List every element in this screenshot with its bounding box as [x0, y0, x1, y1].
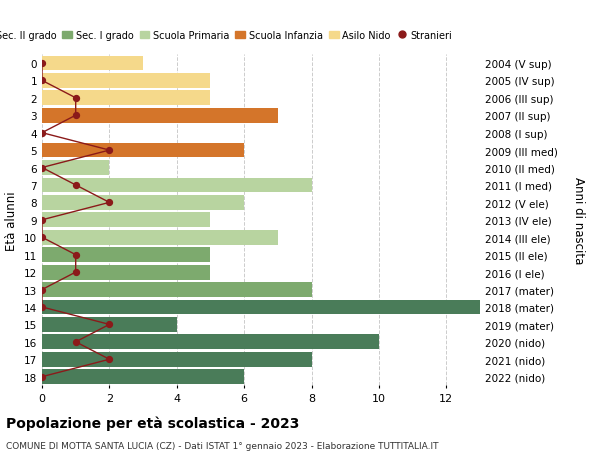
Point: [37, 164, 47, 172]
Bar: [42, 74, 211, 89]
Point: [37, 130, 47, 137]
Bar: [42, 265, 211, 280]
Point: [71, 252, 80, 259]
Bar: [42, 161, 109, 175]
Bar: [42, 109, 278, 123]
Point: [37, 303, 47, 311]
Point: [37, 234, 47, 241]
Bar: [42, 317, 177, 332]
Bar: [42, 335, 379, 349]
Y-axis label: Età alunni: Età alunni: [5, 190, 19, 250]
Bar: [42, 56, 143, 71]
Point: [37, 286, 47, 294]
Bar: [42, 300, 480, 315]
Point: [104, 147, 114, 154]
Bar: [42, 230, 278, 245]
Point: [37, 217, 47, 224]
Bar: [42, 213, 211, 228]
Bar: [42, 196, 244, 210]
Text: COMUNE DI MOTTA SANTA LUCIA (CZ) - Dati ISTAT 1° gennaio 2023 - Elaborazione TUT: COMUNE DI MOTTA SANTA LUCIA (CZ) - Dati …: [6, 441, 439, 450]
Bar: [42, 369, 244, 384]
Legend: Sec. II grado, Sec. I grado, Scuola Primaria, Scuola Infanzia, Asilo Nido, Stran: Sec. II grado, Sec. I grado, Scuola Prim…: [0, 27, 456, 45]
Point: [37, 373, 47, 381]
Bar: [42, 352, 311, 367]
Point: [104, 199, 114, 207]
Y-axis label: Anni di nascita: Anni di nascita: [572, 177, 584, 264]
Point: [71, 95, 80, 102]
Point: [71, 269, 80, 276]
Point: [37, 78, 47, 85]
Point: [71, 182, 80, 189]
Text: Popolazione per età scolastica - 2023: Popolazione per età scolastica - 2023: [6, 415, 299, 430]
Bar: [42, 248, 211, 263]
Point: [71, 338, 80, 346]
Point: [37, 60, 47, 67]
Point: [104, 356, 114, 363]
Bar: [42, 178, 311, 193]
Point: [104, 321, 114, 328]
Bar: [42, 91, 211, 106]
Point: [71, 112, 80, 120]
Bar: [42, 143, 244, 158]
Bar: [42, 282, 311, 297]
